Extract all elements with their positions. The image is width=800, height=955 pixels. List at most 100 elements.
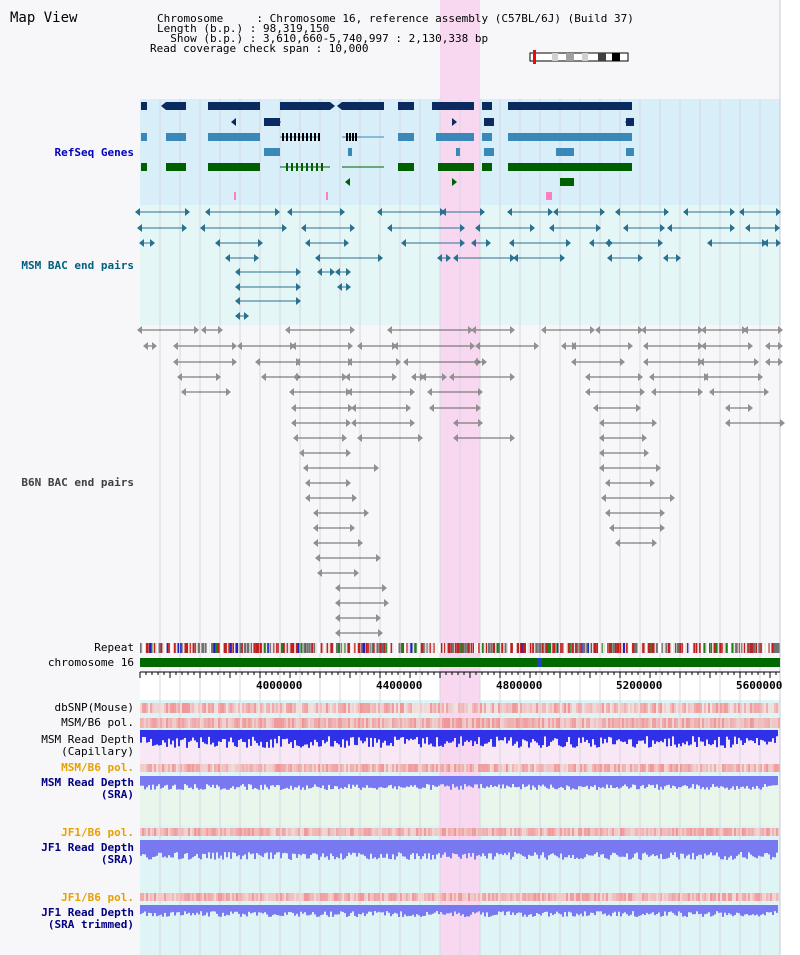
polymorphism-cell [482,893,484,901]
polymorphism-cell [656,828,658,836]
read-depth-bar [518,730,520,748]
read-depth-bar [338,840,340,859]
polymorphism-cell [330,893,332,901]
read-depth-bar [510,776,512,788]
read-depth-bar [290,905,292,913]
polymorphism-cell [202,828,204,836]
read-depth-bar [168,730,170,739]
polymorphism-cell [760,893,762,901]
track-label-msm-pol[interactable]: MSM/B6 pol. [61,716,134,729]
read-depth-bar [274,730,276,739]
repeat-element [719,643,722,653]
polymorphism-cell [296,703,298,713]
polymorphism-cell [478,703,480,713]
polymorphism-cell [572,893,574,901]
polymorphism-cell [624,703,626,713]
read-depth-bar [292,730,294,748]
read-depth-bar [274,840,276,855]
msm-bac-end [507,208,512,216]
track-label-dbsnp[interactable]: dbSNP(Mouse) [54,701,134,714]
polymorphism-cell [640,764,642,772]
b6n-bac-end [392,373,397,381]
polymorphism-cell [290,893,292,901]
track-label-repeat[interactable]: Repeat [94,641,134,654]
polymorphism-cell [590,703,592,713]
read-depth-bar [630,905,632,915]
read-depth-bar [218,776,220,787]
polymorphism-cell [230,893,232,901]
track-label-refseq[interactable]: RefSeq Genes [54,146,134,159]
ideogram-band [566,53,574,61]
track-label-jf1-depth-sra-1[interactable]: JF1 Read Depth [41,841,134,854]
polymorphism-cell [512,703,514,713]
polymorphism-cell [686,764,688,772]
read-depth-bar [428,840,430,854]
polymorphism-cell [490,703,492,713]
track-label-chromosome[interactable]: chromosome 16 [47,656,134,669]
read-depth-bar [418,840,420,857]
polymorphism-cell [704,893,706,901]
polymorphism-cell [442,764,444,772]
polymorphism-cell [508,828,510,836]
repeat-element [522,643,526,653]
polymorphism-cell [652,764,654,772]
polymorphism-cell [262,764,264,772]
read-depth-bar [686,776,688,787]
read-depth-bar [628,905,630,916]
read-depth-bar [720,776,722,787]
track-label-jf1-pol[interactable]: JF1/B6 pol. [61,826,134,839]
polymorphism-cell [670,718,672,728]
track-label-msm-depth-sra-2[interactable]: (SRA) [100,788,134,801]
polymorphism-cell [232,703,234,713]
track-label-msm-pol-2[interactable]: MSM/B6 pol. [61,761,134,774]
read-depth-bar [398,776,400,787]
polymorphism-cell [566,703,568,713]
repeat-element [207,643,209,653]
read-depth-bar [728,905,730,914]
polymorphism-cell [482,828,484,836]
polymorphism-cell [602,828,604,836]
polymorphism-cell [360,764,362,772]
track-label-b6n-bac[interactable]: B6N BAC end pairs [21,476,134,489]
read-depth-bar [420,730,422,748]
read-depth-bar [324,730,326,744]
msm-bac-end [287,208,292,216]
polymorphism-cell [544,764,546,772]
polymorphism-cell [672,828,674,836]
read-depth-bar [216,840,218,853]
read-depth-bar [344,776,346,788]
track-label-jf1-depth-trim-2[interactable]: (SRA trimmed) [47,918,134,931]
read-depth-bar [658,905,660,913]
track-label-msm-depth-cap-2[interactable]: (Capillary) [61,745,134,758]
polymorphism-cell [634,703,636,713]
polymorphism-cell [750,764,752,772]
track-label-jf1-depth-sra-2[interactable]: (SRA) [100,853,134,866]
polymorphism-cell [386,764,388,772]
read-depth-bar [334,776,336,787]
polymorphism-cell [568,764,570,772]
polymorphism-cell [144,703,146,713]
read-depth-bar [624,730,626,742]
polymorphism-cell [706,718,708,728]
read-depth-bar [384,776,386,789]
polymorphism-cell [628,718,630,728]
polymorphism-cell [680,703,682,713]
polymorphism-cell [486,828,488,836]
track-label-msm-depth-cap-1[interactable]: MSM Read Depth [41,733,134,746]
b6n-bac-end [601,494,606,502]
polymorphism-cell [674,764,676,772]
read-depth-bar [776,776,778,786]
track-label-msm-bac[interactable]: MSM BAC end pairs [21,259,134,272]
polymorphism-cell [230,764,232,772]
polymorphism-cell [300,828,302,836]
repeat-element [335,643,339,653]
track-label-jf1-pol-2[interactable]: JF1/B6 pol. [61,891,134,904]
track-label-msm-depth-sra-1[interactable]: MSM Read Depth [41,776,134,789]
track-label-jf1-depth-trim-1[interactable]: JF1 Read Depth [41,906,134,919]
polymorphism-cell [152,718,154,728]
b6n-bac-end [476,404,481,412]
read-depth-bar [564,776,566,790]
repeat-element [755,643,758,653]
